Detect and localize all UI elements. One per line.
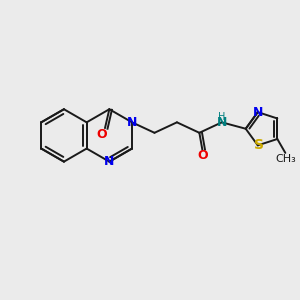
Text: CH₃: CH₃	[275, 154, 296, 164]
Text: O: O	[198, 149, 208, 162]
Text: N: N	[217, 116, 227, 129]
Text: N: N	[253, 106, 263, 118]
Text: O: O	[97, 128, 107, 141]
Text: N: N	[104, 155, 115, 168]
Text: S: S	[254, 138, 264, 152]
Text: N: N	[127, 116, 137, 129]
Text: H: H	[218, 112, 226, 122]
